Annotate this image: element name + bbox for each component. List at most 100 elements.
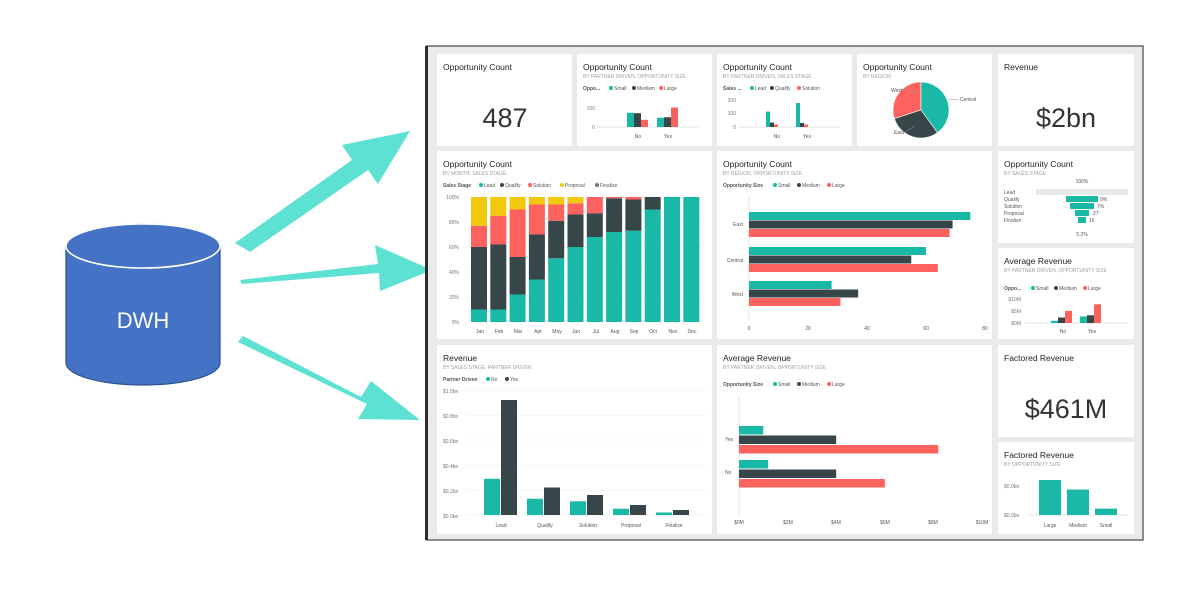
tile-title: Average Revenue	[723, 353, 791, 363]
legend-label: Small	[1036, 286, 1049, 292]
tile-opportunity-count-partner-stage[interactable]	[717, 54, 852, 146]
category-label: No	[635, 134, 642, 140]
bar-solution	[548, 204, 565, 221]
tick-label: 60%	[449, 245, 460, 251]
legend-label: Large	[832, 183, 845, 189]
bar-solution	[586, 197, 603, 214]
legend-marker	[659, 86, 663, 90]
bar-large	[749, 229, 950, 237]
category-label: Yes	[1088, 329, 1097, 335]
legend-marker	[500, 183, 504, 187]
legend-marker	[609, 86, 613, 90]
tick-label: 100%	[446, 195, 459, 201]
y-axis: East Central West	[727, 222, 744, 298]
tick-label: $5M	[1011, 309, 1021, 315]
tick-label: $8M	[928, 520, 938, 526]
category-label: East	[733, 222, 744, 228]
bar-medium	[664, 117, 671, 127]
legend-label: Qualify	[505, 183, 521, 189]
tick-label: $0.8bn	[443, 414, 459, 420]
legend-marker	[486, 377, 490, 381]
chart-opportunity-region-pie	[892, 81, 950, 139]
bar-medium	[749, 289, 859, 298]
kpi-value: $2bn	[1036, 103, 1096, 133]
tile-opportunity-count-partner-size[interactable]	[577, 54, 712, 146]
tick-label: 0	[748, 326, 751, 332]
funnel-value: 9%	[1100, 197, 1108, 203]
bar-lead	[528, 279, 545, 322]
bar-small	[657, 117, 664, 127]
arrow-top	[235, 131, 410, 252]
legend-marker	[560, 183, 564, 187]
funnel-stage-bar	[1036, 189, 1128, 195]
tick-label: Jun	[572, 329, 580, 335]
x-axis: $0M $2M $4M $6M $8M $10M	[734, 520, 988, 526]
legend-marker	[797, 183, 801, 187]
kpi-value: $461M	[1025, 394, 1108, 424]
bar-qualify	[606, 198, 623, 232]
legend-marker	[797, 382, 801, 386]
pie-slice-east	[893, 109, 938, 139]
tile-subtitle: BY REGION	[863, 74, 891, 80]
tick-label: Jul	[593, 329, 599, 335]
tick-label: 40%	[449, 270, 460, 276]
x-axis: 0 20 40 60 80	[748, 326, 988, 332]
y-axis: 100% 80% 60% 40% 20% 0%	[446, 195, 459, 326]
bar-qualify	[548, 220, 565, 259]
bar-small	[739, 426, 764, 435]
tile-factored-revenue-kpi[interactable]	[998, 345, 1134, 437]
category-label: No	[725, 470, 732, 476]
tile-title: Opportunity Count	[443, 159, 513, 169]
tick-label: $0M	[734, 520, 744, 526]
bar-proposal	[528, 197, 545, 205]
pie-slice-west	[892, 81, 922, 120]
bar-lead	[586, 237, 603, 322]
tick-label: 0%	[452, 320, 460, 326]
bar-qualify	[509, 257, 526, 295]
tick-label: $0.0bn	[1004, 484, 1020, 490]
y-axis: $0.0bn $0.0bn	[1004, 484, 1020, 519]
legend-label: Qualify	[775, 86, 791, 92]
legend-title: Opportunity Size	[723, 183, 763, 189]
bar-qualify	[528, 234, 545, 280]
tick-label: May	[552, 329, 562, 335]
bar-yes	[544, 487, 560, 515]
pie-label: West	[891, 88, 903, 94]
tile-subtitle: BY REGION, OPPORTUNITY SIZE	[723, 171, 803, 177]
tile-subtitle: BY SALES STAGE, PARTNER DRIVEN	[443, 365, 532, 371]
tick-label: Mar	[514, 329, 523, 335]
tile-opportunity-count-region-size[interactable]	[717, 151, 992, 339]
tile-title: Opportunity Count	[443, 62, 513, 72]
bar-large	[749, 298, 841, 306]
x-axis: Large Medium Small	[1044, 523, 1113, 529]
tick-label: Aug	[611, 329, 620, 335]
bar-solution	[625, 197, 642, 200]
legend: Oppo... Small Medium Large	[1004, 286, 1101, 292]
leader-line	[903, 89, 919, 93]
chart-revenue-stage	[465, 389, 706, 516]
y-axis: $10M $5M $0M	[1008, 297, 1021, 327]
tick-label: 20%	[449, 295, 460, 301]
tile-opportunity-count-kpi[interactable]	[437, 54, 572, 146]
bar-qualify	[586, 213, 603, 237]
legend-marker	[827, 382, 831, 386]
tick-label: 200	[728, 98, 737, 104]
tick-label: 60	[923, 326, 929, 332]
funnel-stage-bar	[1066, 196, 1098, 202]
bar-no	[613, 508, 629, 515]
tile-factored-revenue-size[interactable]	[998, 442, 1134, 534]
tile-title: Opportunity Count	[723, 62, 793, 72]
bar-large	[1065, 310, 1072, 323]
tick-label: 0	[733, 125, 736, 131]
funnel-value: 7%	[1097, 204, 1105, 210]
tile-title: Opportunity Count	[583, 62, 653, 72]
tile-revenue-kpi[interactable]	[998, 54, 1134, 146]
legend-title: Sales Stage	[443, 183, 471, 189]
legend-marker	[797, 86, 801, 90]
tile-average-revenue-small[interactable]	[998, 248, 1134, 339]
bar-yes	[630, 505, 646, 515]
tick-label: Oct	[649, 329, 657, 335]
tick-label: Nov	[669, 329, 678, 335]
bar-medium	[1087, 315, 1094, 323]
bar-medium	[749, 255, 912, 264]
